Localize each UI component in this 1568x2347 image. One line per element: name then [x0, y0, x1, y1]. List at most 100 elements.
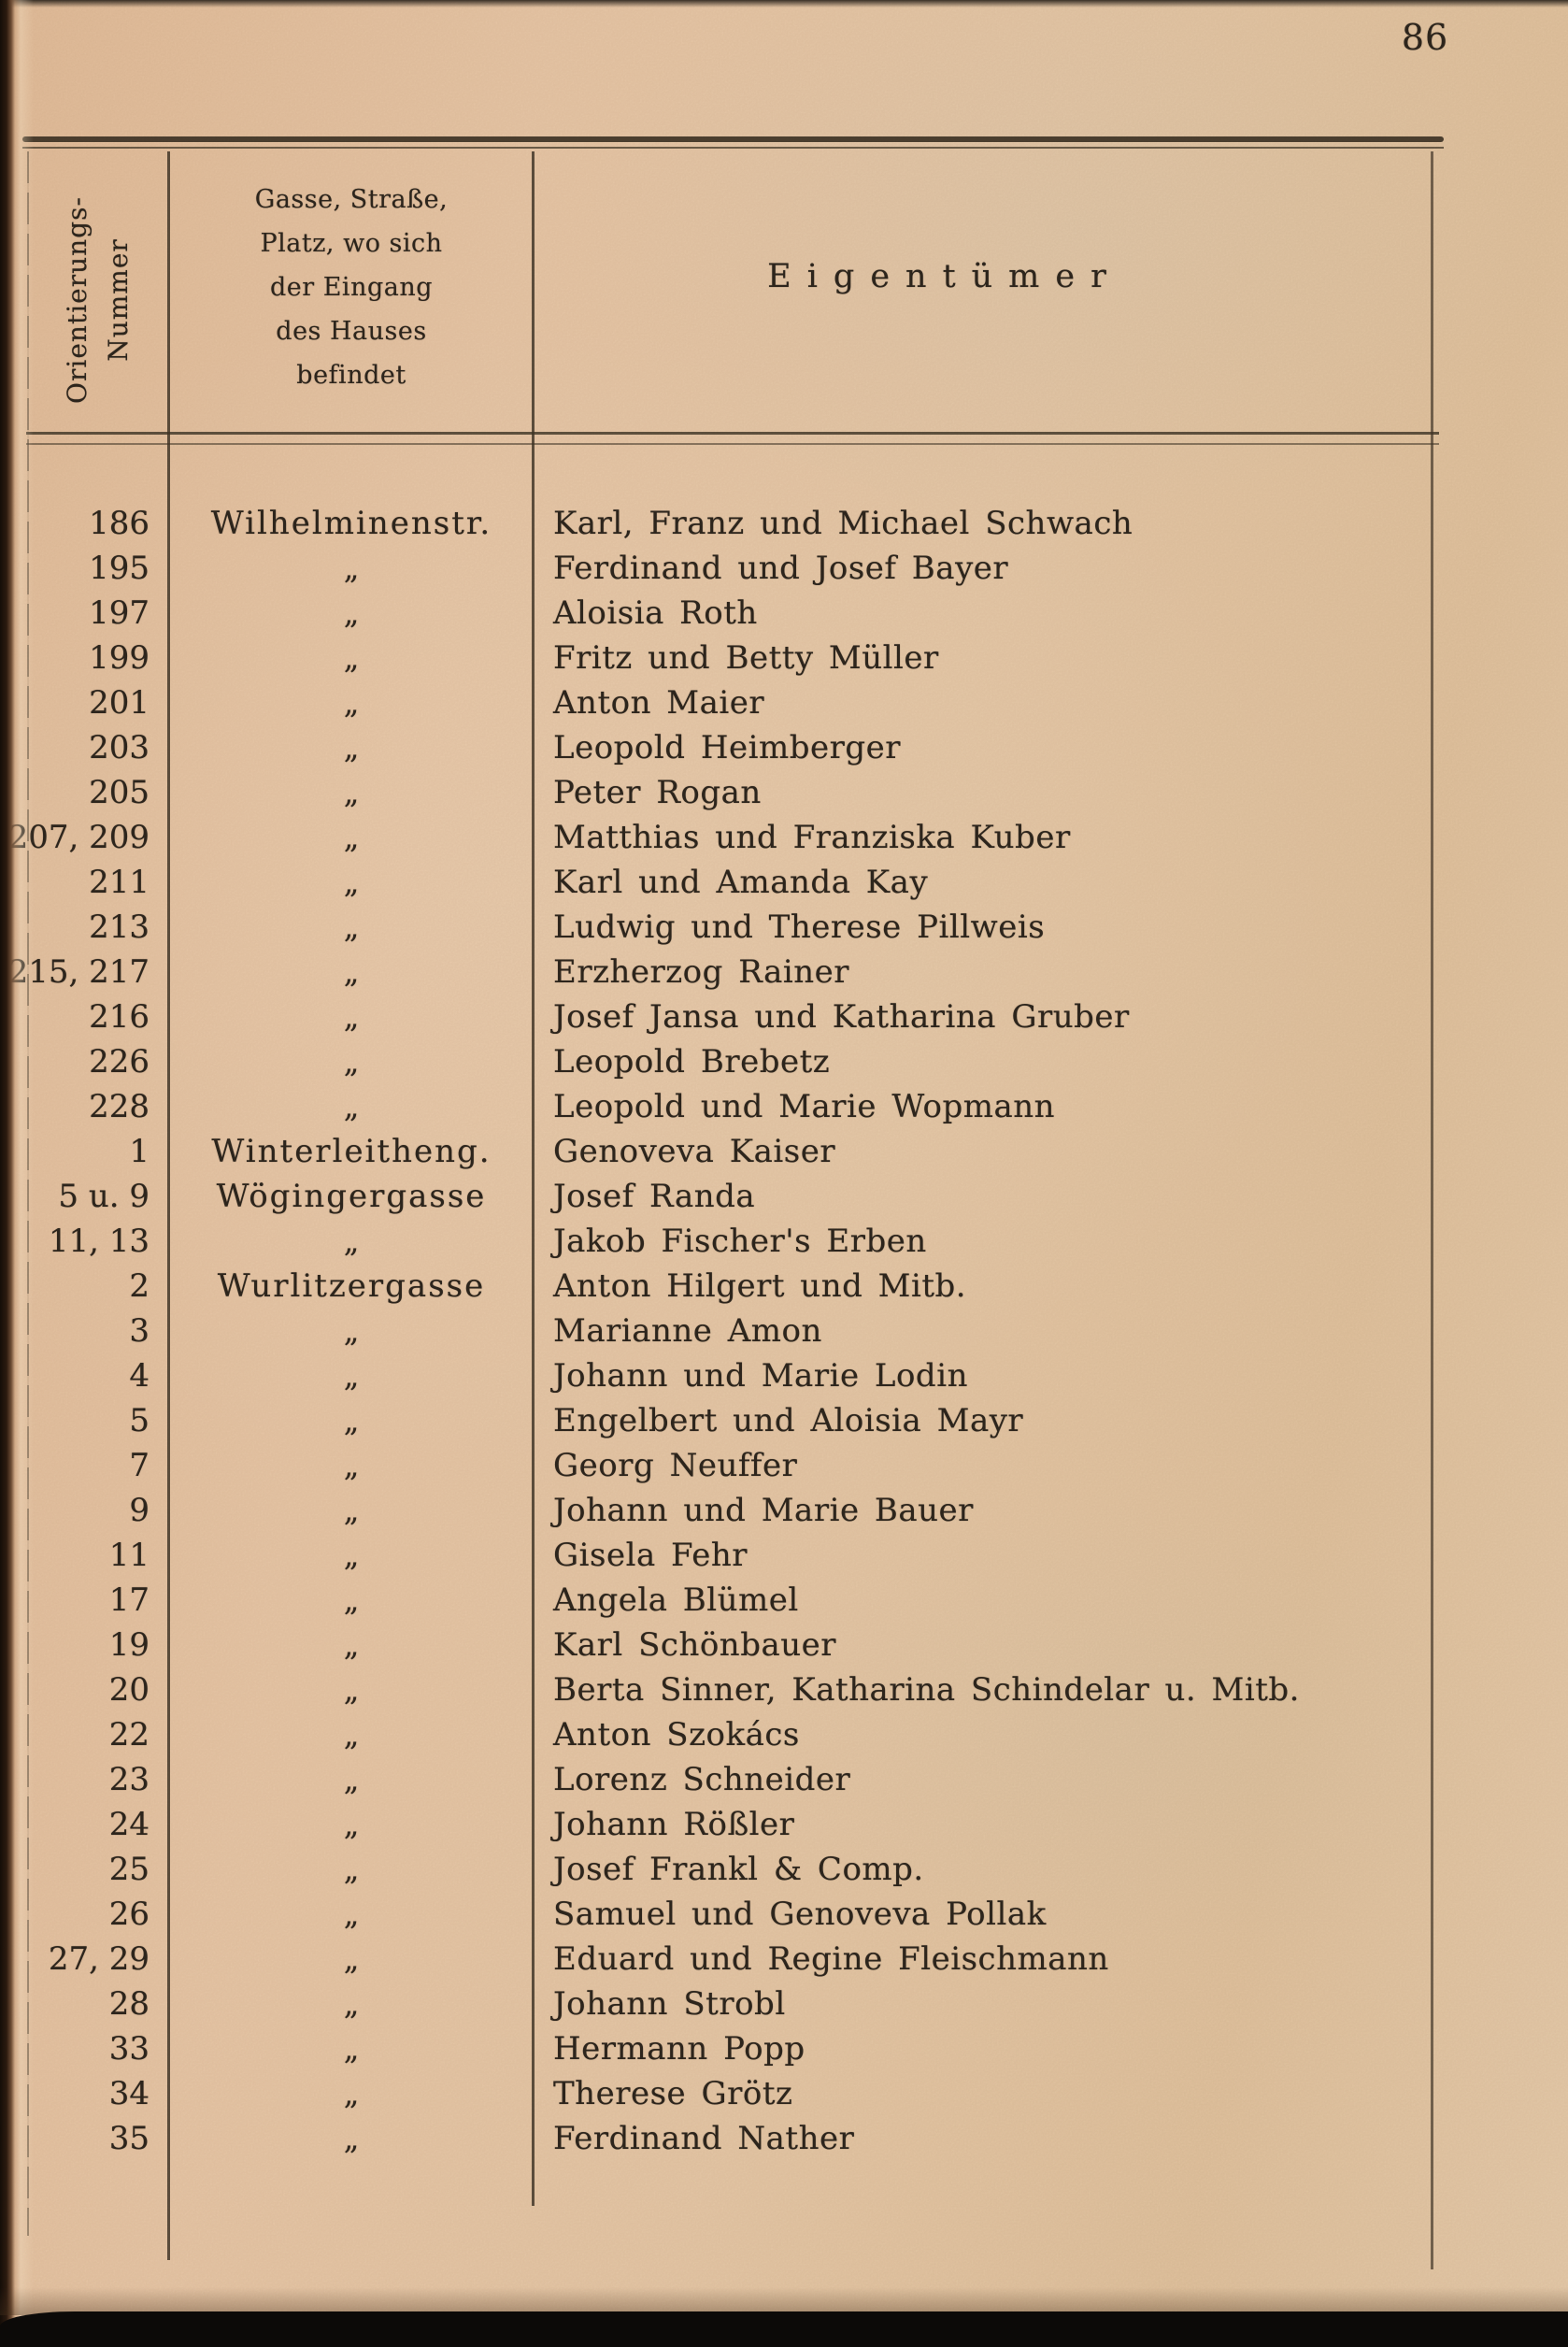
- row-owner-name: Angela Blümel: [553, 1581, 799, 1619]
- table-row: 226 „ Leopold Brebetz: [0, 1039, 1568, 1084]
- table-row: 24 „ Johann Rößler: [0, 1802, 1568, 1847]
- row-owner-name: Peter Rogan: [553, 774, 762, 811]
- row-street-ditto-mark: „: [343, 1986, 360, 2022]
- row-street-name: Wurlitzergasse: [217, 1267, 486, 1305]
- row-owner-name: Eduard und Regine Fleischmann: [553, 1940, 1109, 1978]
- row-owner-name: Johann und Marie Lodin: [553, 1357, 968, 1395]
- row-owner-name: Gisela Fehr: [553, 1537, 748, 1574]
- row-street-ditto-mark: „: [343, 730, 360, 766]
- table-row: 195 „ Ferdinand und Josef Bayer: [0, 546, 1568, 591]
- row-street-ditto-mark: „: [343, 1313, 360, 1349]
- scan-edge-top: [0, 0, 1568, 7]
- row-owner-name: Karl und Amanda Kay: [553, 864, 929, 901]
- row-street-ditto-mark: „: [343, 1896, 360, 1932]
- table-row: 19 „ Karl Schönbauer: [0, 1623, 1568, 1667]
- row-street-ditto-mark: „: [343, 954, 360, 990]
- table-row: 5 u. 9 Wögingergasse Josef Randa: [0, 1174, 1568, 1219]
- table-row: 4 „ Johann und Marie Lodin: [0, 1353, 1568, 1398]
- table-row: 17 „ Angela Blümel: [0, 1578, 1568, 1623]
- row-street-name: Wögingergasse: [216, 1178, 487, 1215]
- row-owner-name: Matthias und Franziska Kuber: [553, 819, 1071, 856]
- row-street-ditto-mark: „: [343, 999, 360, 1035]
- table-row: 197 „ Aloisia Roth: [0, 591, 1568, 636]
- table-row: 203 „ Leopold Heimberger: [0, 725, 1568, 770]
- row-owner-name: Georg Neuffer: [553, 1447, 798, 1484]
- row-owner-name: Aloisia Roth: [553, 594, 758, 632]
- row-street-ditto-mark: „: [343, 1852, 360, 1887]
- row-street-ditto-mark: „: [343, 1627, 360, 1663]
- row-owner-name: Engelbert und Aloisia Mayr: [553, 1402, 1024, 1439]
- row-owner-name: Leopold Brebetz: [553, 1043, 831, 1080]
- row-owner-name: Josef Frankl & Comp.: [553, 1851, 924, 1888]
- table-row: 228 „ Leopold und Marie Wopmann: [0, 1084, 1568, 1129]
- row-street-ditto-mark: „: [343, 1672, 360, 1708]
- row-owner-name: Therese Grötz: [553, 2075, 793, 2112]
- row-owner-name: Karl Schönbauer: [553, 1626, 837, 1664]
- table-row: 9 „ Johann und Marie Bauer: [0, 1488, 1568, 1533]
- table-row: 35 „ Ferdinand Nather: [0, 2116, 1568, 2161]
- table-row: 23 „ Lorenz Schneider: [0, 1757, 1568, 1802]
- row-owner-name: Marianne Amon: [553, 1312, 822, 1350]
- row-owner-name: Genoveva Kaiser: [553, 1133, 836, 1170]
- table-row: 205 „ Peter Rogan: [0, 770, 1568, 815]
- row-street-ditto-mark: „: [343, 1717, 360, 1753]
- row-owner-name: Johann und Marie Bauer: [553, 1492, 974, 1529]
- table-row: 25 „ Josef Frankl & Comp.: [0, 1847, 1568, 1892]
- table-row: 33 „ Hermann Popp: [0, 2026, 1568, 2071]
- table-row: 28 „ Johann Strobl: [0, 1982, 1568, 2026]
- row-owner-name: Leopold Heimberger: [553, 729, 902, 766]
- row-street-ditto-mark: „: [343, 595, 360, 631]
- row-street-ditto-mark: „: [343, 1582, 360, 1618]
- row-street-ditto-mark: „: [343, 2121, 360, 2156]
- row-street-ditto-mark: „: [343, 1224, 360, 1259]
- table-row: 216 „ Josef Jansa und Katharina Gruber: [0, 995, 1568, 1039]
- table-row: 1 Winterleitheng. Genoveva Kaiser: [0, 1129, 1568, 1174]
- table-row: 26 „ Samuel und Genoveva Pollak: [0, 1892, 1568, 1937]
- row-street-ditto-mark: „: [343, 775, 360, 810]
- row-street-ditto-mark: „: [343, 1448, 360, 1483]
- row-owner-name: Samuel und Genoveva Pollak: [553, 1896, 1047, 1933]
- table-row: 2 Wurlitzergasse Anton Hilgert und Mitb.: [0, 1264, 1568, 1309]
- table-row: 5 „ Engelbert und Aloisia Mayr: [0, 1398, 1568, 1443]
- row-owner-name: Johann Rößler: [553, 1806, 795, 1843]
- row-owner-name: Hermann Popp: [553, 2030, 805, 2068]
- table-row: 213 „ Ludwig und Therese Pillweis: [0, 905, 1568, 950]
- scan-bottom-shadow: [0, 2287, 1568, 2315]
- row-street-ditto-mark: „: [343, 1044, 360, 1080]
- row-street-ditto-mark: „: [343, 865, 360, 900]
- row-street-name: Wilhelminenstr.: [210, 505, 492, 542]
- row-street-ditto-mark: „: [343, 820, 360, 855]
- row-owner-name: Ferdinand und Josef Bayer: [553, 550, 1009, 587]
- table-row: 3 „ Marianne Amon: [0, 1309, 1568, 1353]
- row-owner-name: Jakob Fischer's Erben: [553, 1223, 927, 1260]
- row-owner-name: Lorenz Schneider: [553, 1761, 851, 1798]
- scan-edge-bottom: [0, 2311, 1568, 2347]
- row-owner-name: Johann Strobl: [553, 1985, 786, 2023]
- row-owner-name: Anton Szokács: [553, 1716, 800, 1753]
- table-row: 11 „ Gisela Fehr: [0, 1533, 1568, 1578]
- table-row: 7 „ Georg Neuffer: [0, 1443, 1568, 1488]
- row-street-ditto-mark: „: [343, 1493, 360, 1528]
- row-street-ditto-mark: „: [343, 909, 360, 945]
- row-owner-name: Anton Hilgert und Mitb.: [553, 1267, 967, 1305]
- table-row: 201 „ Anton Maier: [0, 680, 1568, 725]
- row-owner-name: Karl, Franz und Michael Schwach: [553, 505, 1133, 542]
- row-street-ditto-mark: „: [343, 1403, 360, 1438]
- row-owner-name: Ludwig und Therese Pillweis: [553, 909, 1046, 946]
- row-street-ditto-mark: „: [343, 1941, 360, 1977]
- row-street-ditto-mark: „: [343, 551, 360, 586]
- table-row: 22 „ Anton Szokács: [0, 1712, 1568, 1757]
- table-row: 11, 13 „ Jakob Fischer's Erben: [0, 1219, 1568, 1264]
- row-owner-name: Erzherzog Rainer: [553, 953, 850, 991]
- table-row: 215, 217 „ Erzherzog Rainer: [0, 950, 1568, 995]
- row-owner-name: Leopold und Marie Wopmann: [553, 1088, 1056, 1125]
- table-row: 27, 29 „ Eduard und Regine Fleischmann: [0, 1937, 1568, 1982]
- row-street-name: Winterleitheng.: [211, 1133, 492, 1170]
- row-street-ditto-mark: „: [343, 640, 360, 676]
- row-owner-name: Ferdinand Nather: [553, 2120, 855, 2157]
- row-street-ditto-mark: „: [343, 1089, 360, 1124]
- row-owner-name: Anton Maier: [553, 684, 765, 722]
- book-spine-edge: [0, 0, 34, 2347]
